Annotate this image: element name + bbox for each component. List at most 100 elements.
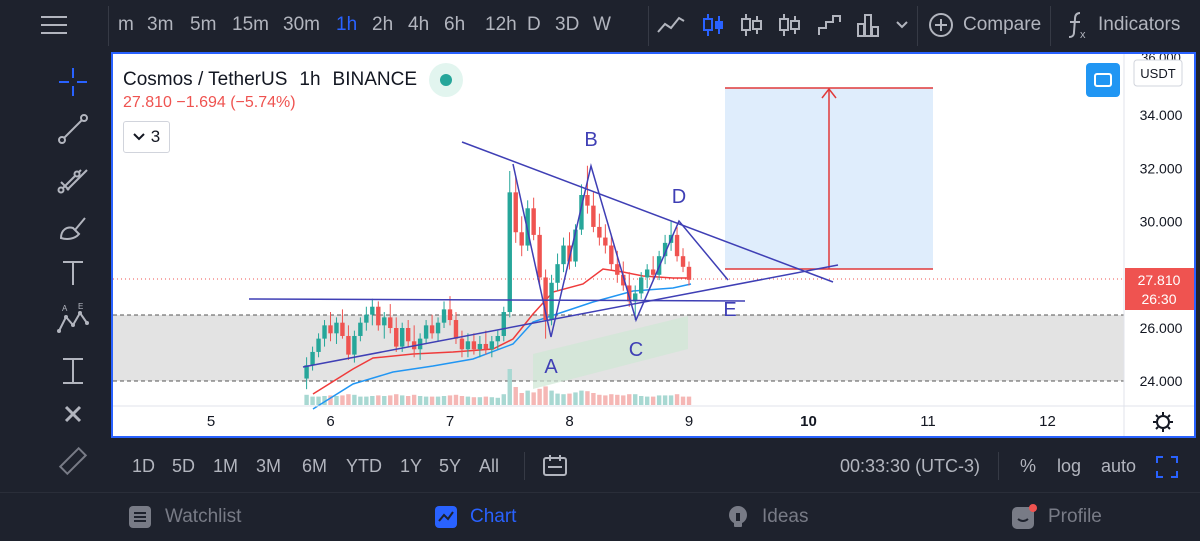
bars-chart-type-button[interactable] <box>778 0 802 50</box>
price-axis-panel[interactable] <box>1124 54 1194 436</box>
range-5y[interactable]: 5Y <box>439 456 462 476</box>
trend-line-tool[interactable] <box>50 106 96 152</box>
timeframe-m[interactable]: m <box>118 14 134 35</box>
current-price-label: 27.810 <box>1138 272 1181 288</box>
date-range-button[interactable] <box>542 454 568 483</box>
range-1m[interactable]: 1M <box>213 456 239 476</box>
line-chart-type-button[interactable] <box>657 0 685 50</box>
candle-body <box>364 314 369 323</box>
nav-ideas[interactable]: Ideas <box>726 493 808 541</box>
candle-body <box>340 322 345 336</box>
step-chart-type-button[interactable] <box>818 0 842 50</box>
bar-countdown-label: 26:30 <box>1141 291 1176 307</box>
measure-tool[interactable] <box>50 348 96 394</box>
volume-bar <box>495 397 500 405</box>
indicators-button[interactable]: x Indicators <box>1066 0 1180 50</box>
currency-badge-box[interactable] <box>1133 59 1183 87</box>
fibonacci-tool[interactable] <box>50 155 96 201</box>
fullscreen-button[interactable] <box>1086 63 1120 97</box>
timeframe-d[interactable]: D <box>527 14 541 35</box>
chart-frame[interactable]: B A C D E 36.000 34.00032.00030.00028.00… <box>111 52 1196 438</box>
range-ytd[interactable]: YTD <box>346 456 382 476</box>
settings-gear-button[interactable] <box>1153 412 1173 432</box>
candle-body <box>597 226 602 238</box>
remove-drawings-tool[interactable] <box>50 391 96 437</box>
divider <box>524 452 525 480</box>
candle-body <box>471 341 477 350</box>
text-tool[interactable] <box>50 250 96 296</box>
candle-body <box>609 245 614 265</box>
timeframe-12h[interactable]: 12h <box>485 14 517 35</box>
range-1d[interactable]: 1D <box>132 456 156 476</box>
timeframe-1h[interactable]: 1h <box>336 14 358 35</box>
profile-icon <box>1012 504 1037 529</box>
timeframe-15m[interactable]: 15m <box>232 14 269 35</box>
timeframe-3d[interactable]: 3D <box>555 14 580 35</box>
volume-bar <box>603 395 608 405</box>
timeframe-6h[interactable]: 6h <box>444 14 466 35</box>
candle-body <box>573 229 578 262</box>
timeframe-2h[interactable]: 2h <box>372 14 394 35</box>
range-3m[interactable]: 3M <box>256 456 282 476</box>
candle-body <box>346 335 351 355</box>
candle-body <box>334 322 339 334</box>
line-chart-icon <box>657 16 685 33</box>
crosshair-tool[interactable] <box>50 59 96 105</box>
timeframe-5m[interactable]: 5m <box>190 14 217 35</box>
volume-bar <box>668 395 674 405</box>
candle-body <box>507 192 512 313</box>
candle-body <box>644 269 650 278</box>
nav-chart-label: Chart <box>470 506 517 527</box>
range-1y[interactable]: 1Y <box>400 456 423 476</box>
chevron-down-icon <box>896 21 908 29</box>
volume-bar <box>394 394 399 405</box>
price-chart[interactable]: B A C D E 36.000 34.00032.00030.00028.00… <box>113 54 1194 436</box>
timeframe-30m[interactable]: 30m <box>283 14 320 35</box>
candle-body <box>621 274 626 286</box>
range-6m[interactable]: 6M <box>302 456 328 476</box>
candle-body <box>591 205 596 227</box>
timeframe-w[interactable]: W <box>593 14 611 35</box>
ruler-tool[interactable] <box>50 438 96 484</box>
range-bar: 1D 5D 1M 3M 6M YTD 1Y 5Y All 00:33:30 (UTC-3) % … <box>110 440 1200 492</box>
volume-bar <box>304 394 309 405</box>
volume-bar <box>459 396 465 405</box>
volume-bar <box>531 392 536 405</box>
timeframe-3m[interactable]: 3m <box>147 14 174 35</box>
hollow-candles-chart-type-button[interactable] <box>740 0 764 50</box>
range-5d[interactable]: 5D <box>172 456 196 476</box>
market-open-dot <box>440 74 452 86</box>
columns-chart-type-button[interactable] <box>856 0 880 50</box>
volume-bar <box>513 387 518 405</box>
svg-text:E: E <box>78 303 83 311</box>
candles-icon <box>703 14 723 36</box>
clock-timezone[interactable]: 00:33:30 (UTC-3) <box>840 456 981 476</box>
gear-icon <box>1156 415 1170 429</box>
brush-tool[interactable] <box>50 205 96 251</box>
auto-scale-button[interactable]: auto <box>1101 456 1137 476</box>
ohlc-bars-icon <box>779 14 800 36</box>
chart-type-more-button[interactable] <box>895 0 909 50</box>
volume-bar <box>370 396 375 405</box>
reset-view-button[interactable] <box>1156 456 1178 483</box>
range-all[interactable]: All <box>479 456 500 476</box>
candle-body <box>358 322 363 336</box>
indicators-collapse-button[interactable]: 3 <box>123 121 170 153</box>
menu-button[interactable] <box>0 0 108 50</box>
compare-button[interactable]: Compare <box>928 0 1041 50</box>
nav-watchlist[interactable]: Watchlist <box>128 493 241 541</box>
market-status-icon[interactable] <box>429 63 463 97</box>
nav-chart[interactable]: Chart <box>434 493 516 541</box>
nav-profile[interactable]: Profile <box>1010 493 1102 541</box>
volume-bar <box>609 394 614 405</box>
price-tick-label: 34.000 <box>1140 107 1183 123</box>
percent-scale-button[interactable]: % <box>1020 456 1037 476</box>
timeframe-4h[interactable]: 4h <box>408 14 430 35</box>
log-scale-button[interactable]: log <box>1057 456 1082 476</box>
candles-chart-type-button[interactable] <box>699 0 729 50</box>
volume-bar <box>400 395 405 405</box>
label-d: D <box>672 186 686 208</box>
symbol-legend[interactable]: Cosmos / TetherUS 1h BINANCE <box>123 63 463 97</box>
volume-bar <box>334 396 339 405</box>
